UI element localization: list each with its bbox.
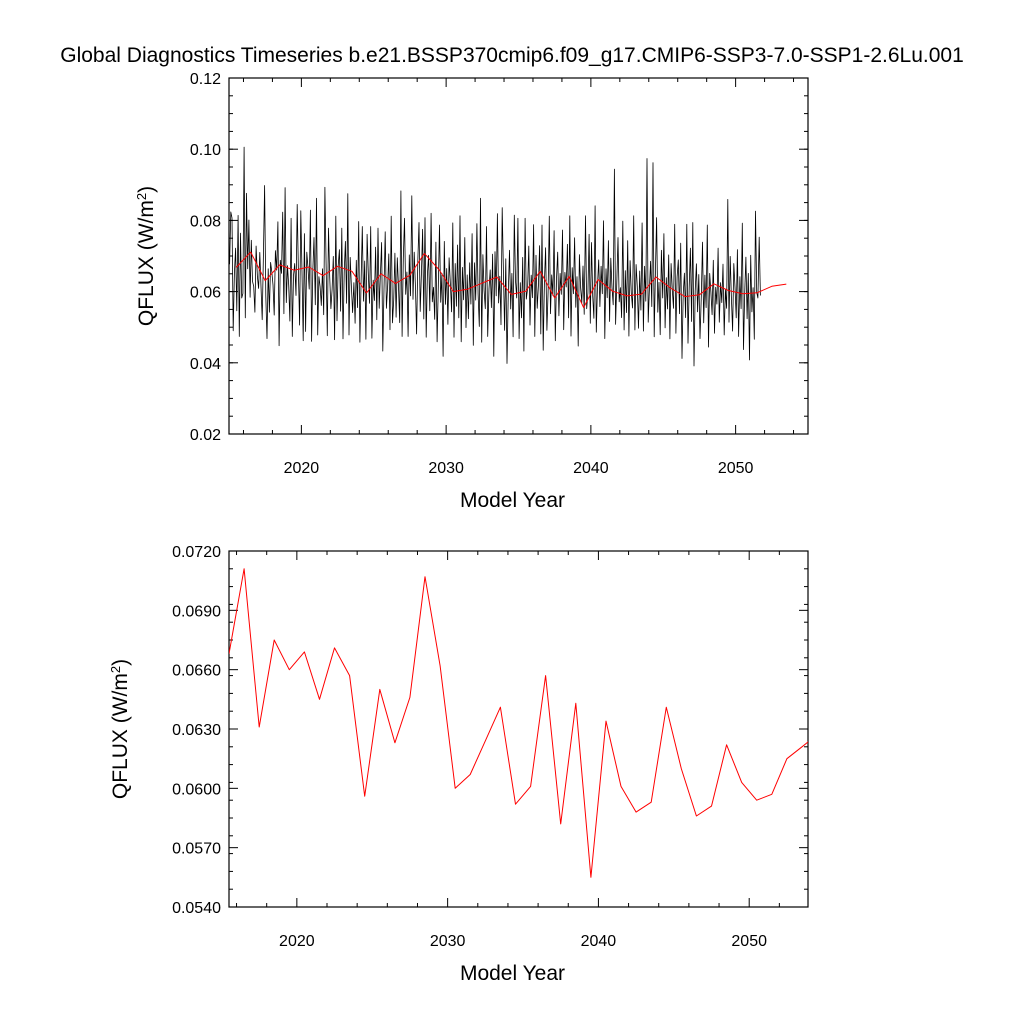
y-tick-label: 0.0630 [172,722,221,739]
y-tick-label: 0.06 [190,285,221,302]
x-tick-label: 2040 [573,460,609,477]
series-line-monthly [229,146,761,367]
y-tick-label: 0.08 [190,213,221,230]
top-panel: 0.02 0.04 0.06 0.08 0.10 0.12 2020 2030 2040 2050… [134,71,809,512]
y-tick-label: 0.0660 [172,663,221,680]
y-tick-label: 0.04 [190,356,221,373]
x-tick-label: 2020 [279,933,315,950]
series-line-annual [235,251,787,309]
y-tick-label: 0.0570 [172,841,221,858]
x-axis-title: Model Year [460,962,565,985]
x-tick-label: 2030 [430,933,466,950]
y-axis-title: QFLUX (W/m2) [108,659,133,799]
y-tick-label: 0.02 [190,427,221,444]
y-tick-label: 0.0690 [172,603,221,620]
series-group [229,146,787,367]
series-line-annual [229,568,808,878]
y-tick-label: 0.0600 [172,781,221,798]
x-tick-label: 2040 [581,933,617,950]
plot-frame [228,77,809,435]
bottom-panel: 0.0540 0.0570 0.0600 0.0630 0.0660 0.0690 0.07… [108,544,809,985]
y-tick-label: 0.0540 [172,900,221,917]
x-tick-label: 2020 [284,460,320,477]
series-group [229,568,808,878]
plot-frame [228,550,809,908]
y-tick-label: 0.10 [190,142,221,159]
x-tick-label: 2050 [718,460,754,477]
figure-title: Global Diagnostics Timeseries b.e21.BSSP… [60,44,964,67]
x-tick-label: 2030 [428,460,464,477]
y-tick-label: 0.12 [190,71,221,88]
x-axis-title: Model Year [460,489,565,512]
y-tick-label: 0.0720 [172,544,221,561]
x-tick-label: 2050 [731,933,767,950]
y-axis-title: QFLUX (W/m2) [134,186,159,326]
